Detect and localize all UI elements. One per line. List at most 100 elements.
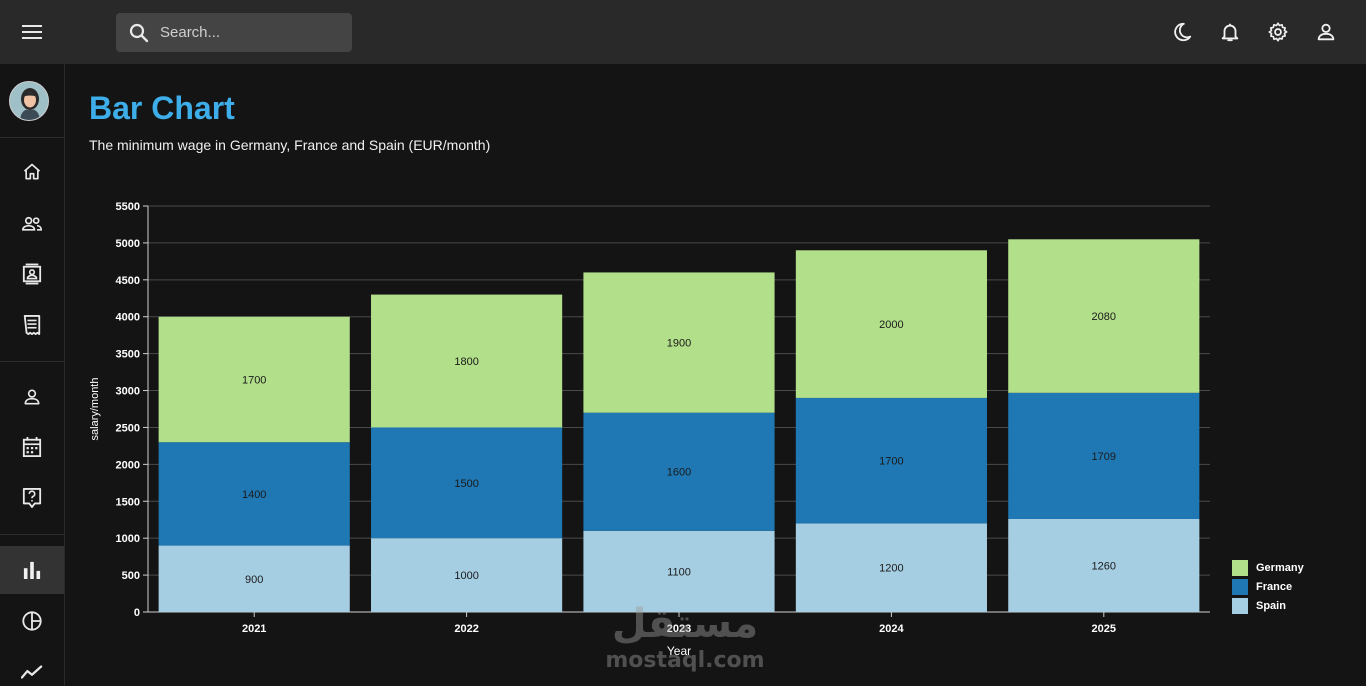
data-label: 1700 <box>242 374 266 386</box>
legend-swatch <box>1232 597 1248 614</box>
data-label: 2080 <box>1092 311 1116 323</box>
sidebar-item-bar-chart[interactable] <box>0 546 64 594</box>
bar-segment-france <box>795 397 987 524</box>
y-tick-label: 4000 <box>116 312 140 324</box>
legend-item-france[interactable]: France <box>1232 577 1304 596</box>
x-tick-label: 2024 <box>879 623 904 635</box>
sidebar-divider <box>0 361 64 362</box>
bar-segment-spain <box>371 538 563 612</box>
data-label: 1000 <box>454 570 478 582</box>
help-icon <box>22 487 42 508</box>
top-actions <box>1162 12 1346 52</box>
search-box <box>116 13 352 52</box>
sidebar-item-contacts[interactable] <box>0 250 64 298</box>
sidebar-item-line-chart[interactable] <box>0 648 64 686</box>
bar-segment-spain <box>583 530 775 612</box>
bar-chart: 0 500 1000 1500 2000 2500 3000 3500 4000 4500 5000… <box>89 201 1210 658</box>
page-subtitle: The minimum wage in Germany, France and … <box>89 137 491 153</box>
home-icon <box>23 163 41 180</box>
sidebar-item-pie-chart[interactable] <box>0 597 64 645</box>
y-tick-label: 5500 <box>116 201 140 213</box>
x-tick-label: 2022 <box>454 623 478 635</box>
data-label: 1260 <box>1092 560 1116 572</box>
settings-button[interactable] <box>1258 12 1298 52</box>
sidebar-divider <box>0 137 64 138</box>
sidebar-item-profile[interactable] <box>0 373 64 421</box>
legend-item-germany[interactable]: Germany <box>1232 558 1304 577</box>
pie-chart-icon <box>22 611 42 631</box>
data-label: 1400 <box>242 489 266 501</box>
x-tick-label: 2023 <box>667 623 691 635</box>
y-tick-label: 2500 <box>116 422 140 434</box>
legend-swatch <box>1232 559 1248 576</box>
bar-segment-germany <box>583 272 775 413</box>
top-bar <box>0 0 1366 64</box>
data-label: 1900 <box>667 338 691 350</box>
data-label: 900 <box>245 574 263 586</box>
data-label: 1100 <box>667 566 691 578</box>
notifications-button[interactable] <box>1210 12 1250 52</box>
y-tick-label: 5000 <box>116 238 140 250</box>
page-title: Bar Chart <box>89 90 235 126</box>
sidebar <box>0 64 65 686</box>
bar-segment-spain <box>158 545 350 612</box>
people-icon <box>21 216 43 231</box>
contacts-icon <box>22 263 42 285</box>
data-label: 1800 <box>454 356 478 368</box>
sidebar-item-faq[interactable] <box>0 474 64 522</box>
data-label: 1500 <box>454 478 478 490</box>
y-tick-label: 2000 <box>116 459 140 471</box>
bar-chart-icon <box>23 561 41 579</box>
bar-segment-france <box>1008 392 1200 519</box>
theme-toggle-button[interactable] <box>1162 12 1202 52</box>
receipt-icon <box>23 314 41 335</box>
search-icon[interactable] <box>116 13 156 52</box>
data-label: 2000 <box>879 319 903 331</box>
x-tick-label: 2025 <box>1092 623 1116 635</box>
sidebar-item-invoices[interactable] <box>0 301 64 349</box>
data-label: 1700 <box>879 456 903 468</box>
menu-icon <box>22 25 42 39</box>
person-icon <box>24 389 40 405</box>
x-tick-label: 2021 <box>242 623 266 635</box>
data-label: 1709 <box>1092 451 1116 463</box>
avatar[interactable] <box>9 81 49 121</box>
legend-label: Germany <box>1256 561 1304 574</box>
legend-label: France <box>1256 580 1293 593</box>
sidebar-divider <box>0 534 64 535</box>
bar-segment-spain <box>795 523 987 612</box>
account-button[interactable] <box>1306 12 1346 52</box>
bar-segment-france <box>371 427 563 539</box>
legend-swatch <box>1232 578 1248 595</box>
bar-segment-germany <box>795 250 987 398</box>
bar-segment-germany <box>371 294 563 428</box>
data-label: 1600 <box>667 467 691 479</box>
moon-icon <box>1174 22 1192 42</box>
y-tick-label: 3500 <box>116 349 140 361</box>
x-axis-title: Year <box>667 644 691 658</box>
bar-segment-france <box>583 412 775 531</box>
bell-icon <box>1221 23 1239 42</box>
y-tick-label: 4500 <box>116 275 140 287</box>
user-icon <box>1317 23 1335 41</box>
search-input[interactable] <box>156 13 336 52</box>
sidebar-item-team[interactable] <box>0 200 64 248</box>
watermark-logo: مستقل mostaql.com <box>605 601 764 673</box>
legend-item-spain[interactable]: Spain <box>1232 596 1304 615</box>
svg-text:مستقل: مستقل <box>612 601 758 647</box>
calendar-icon <box>22 437 42 457</box>
y-tick-label: 3000 <box>116 386 140 398</box>
y-tick-label: 1000 <box>116 533 140 545</box>
y-axis-title: salary/month <box>89 378 101 441</box>
sidebar-item-home[interactable] <box>0 148 64 196</box>
y-tick-label: 500 <box>122 570 140 582</box>
line-chart-icon <box>21 665 43 679</box>
legend-label: Spain <box>1256 599 1286 612</box>
bar-segment-germany <box>1008 239 1200 393</box>
menu-button[interactable] <box>12 12 52 52</box>
bar-segment-germany <box>158 316 350 443</box>
bar-segment-spain <box>1008 518 1200 612</box>
bar-segment-france <box>158 442 350 546</box>
avatar-image <box>10 82 48 120</box>
sidebar-item-calendar[interactable] <box>0 423 64 471</box>
